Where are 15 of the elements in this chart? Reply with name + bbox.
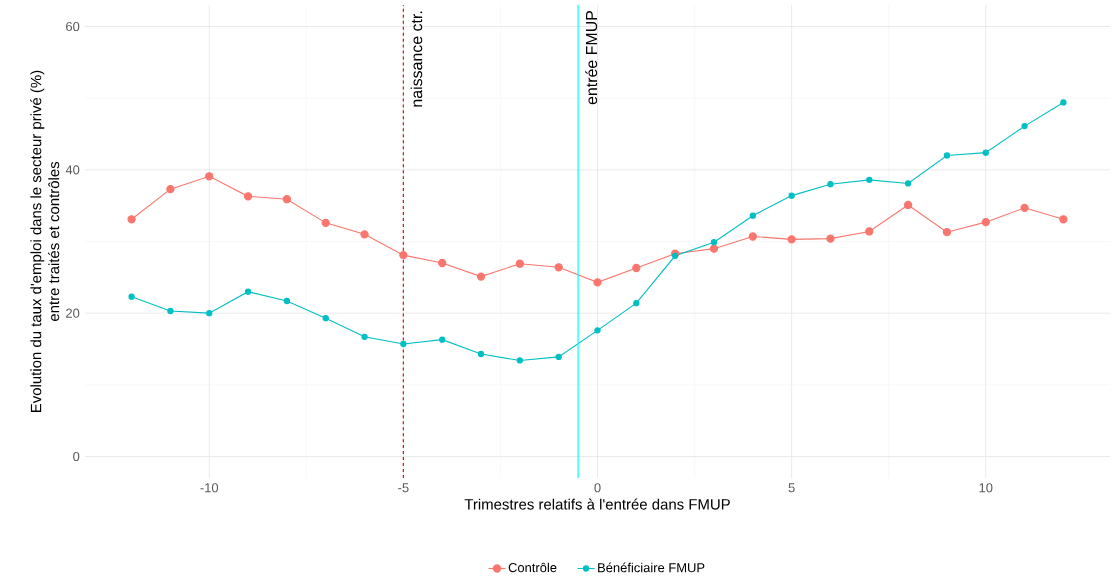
ref-line-label: naissance ctr. [410,11,423,107]
y-axis-title: Evolution du taux d'emploi dans le secteur privé (%) entre traités et contrôles [30,70,60,412]
y-tick-label: 0 [73,451,80,462]
x-tick-label: 10 [979,483,993,493]
x-tick-label: 5 [788,483,795,493]
ref-line-label: entrée FMUP [585,11,598,105]
y-tick-label: 40 [65,165,80,175]
x-axis-title: Trimestres relatifs à l'entrée dans FMUP [464,498,730,510]
x-tick-label: 0 [594,483,601,493]
y-tick-label: 20 [66,308,80,318]
x-tick-label: -10 [200,483,219,493]
y-tick-label: 60 [66,21,80,32]
legend-label: Bénéficiaire FMUP [598,562,705,573]
x-tick-label: -5 [398,483,409,493]
legend-label: Contrôle [508,562,557,573]
